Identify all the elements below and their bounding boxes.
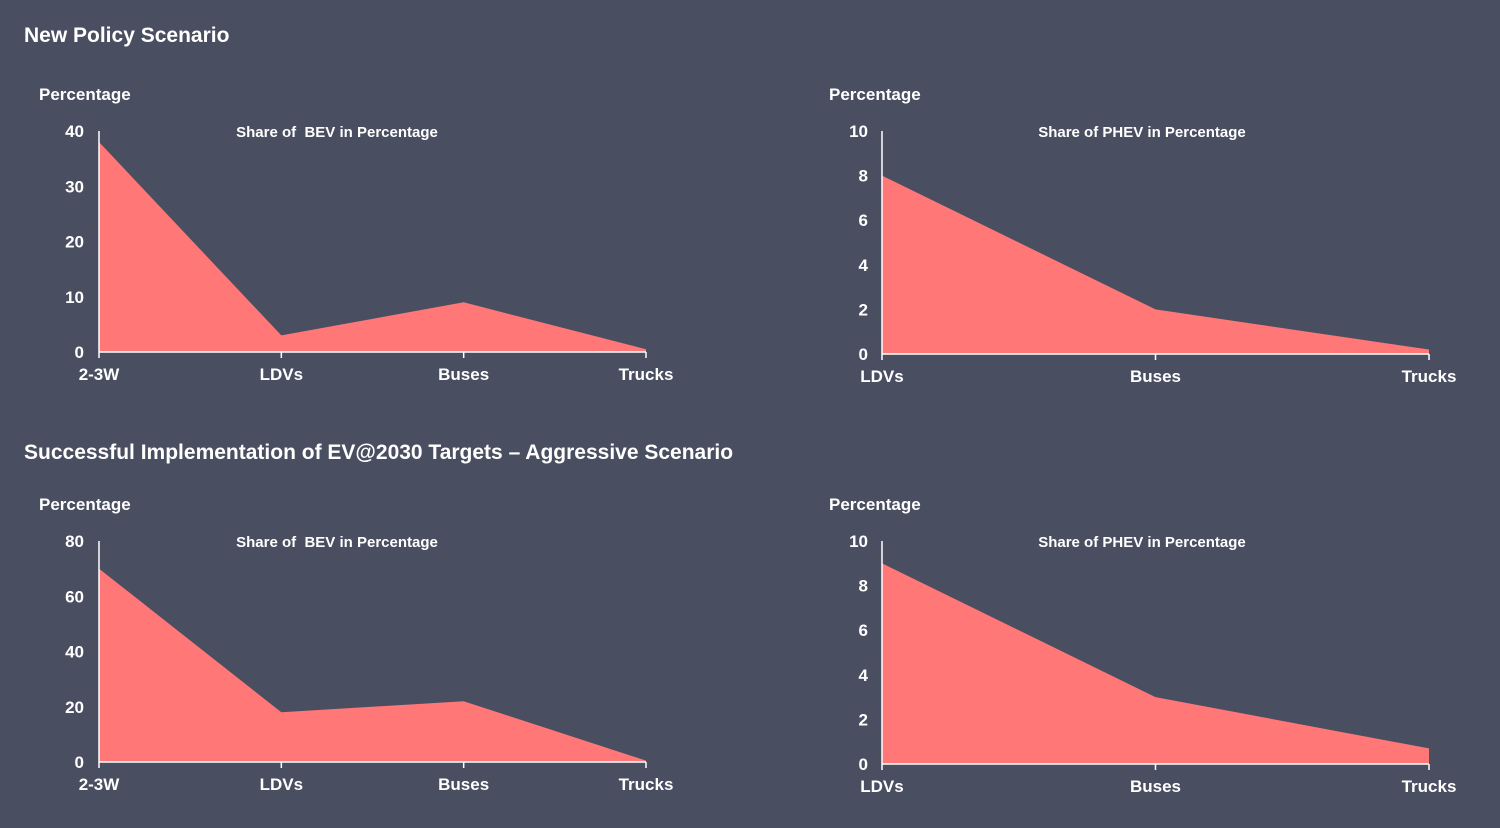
y-tick-label: 0 [75,343,84,362]
chart-title: Share of PHEV in Percentage [1038,124,1246,141]
area-series [882,563,1429,764]
y-tick-label: 10 [849,122,868,141]
section-title-new-policy: New Policy Scenario [24,24,230,47]
y-tick-label: 6 [859,621,868,640]
chart-title: Share of BEV in Percentage [236,124,438,141]
y-tick-label: 10 [849,532,868,551]
y-axis-label: Percentage [39,495,131,514]
y-tick-label: 0 [859,345,868,364]
y-tick-label: 8 [859,167,868,186]
area-series [99,142,646,352]
y-axis-label: Percentage [829,495,921,514]
area-series [99,568,646,762]
area-series [882,175,1429,354]
y-tick-label: 20 [65,698,84,717]
x-tick-label-ldvs: LDVs [860,777,903,796]
chart-title: Share of PHEV in Percentage [1038,534,1246,551]
x-tick-label-2-3w: 2-3W [79,365,121,384]
y-tick-label: 20 [65,233,84,252]
y-tick-label: 4 [859,256,869,275]
x-tick-label-buses: Buses [438,365,489,384]
y-axis-label: Percentage [39,85,131,104]
x-tick-label-trucks: Trucks [619,775,674,794]
x-tick-label-trucks: Trucks [1402,367,1457,386]
y-tick-label: 40 [65,122,84,141]
x-tick-label-ldvs: LDVs [260,365,303,384]
x-tick-label-ldvs: LDVs [860,367,903,386]
y-tick-label: 40 [65,643,84,662]
y-tick-label: 80 [65,532,84,551]
x-tick-label-buses: Buses [1130,367,1181,386]
x-tick-label-buses: Buses [438,775,489,794]
x-tick-label-ldvs: LDVs [260,775,303,794]
y-tick-label: 0 [75,753,84,772]
x-tick-label-2-3w: 2-3W [79,775,121,794]
x-tick-label-trucks: Trucks [619,365,674,384]
x-tick-label-buses: Buses [1130,777,1181,796]
y-tick-label: 6 [859,211,868,230]
y-tick-label: 30 [65,177,84,196]
y-tick-label: 2 [859,300,868,319]
x-tick-label-trucks: Trucks [1402,777,1457,796]
y-tick-label: 60 [65,587,84,606]
y-tick-label: 0 [859,755,868,774]
y-tick-label: 8 [859,577,868,596]
y-tick-label: 10 [65,288,84,307]
y-tick-label: 2 [859,710,868,729]
chart-title: Share of BEV in Percentage [236,534,438,551]
y-tick-label: 4 [859,666,869,685]
section-title-aggressive: Successful Implementation of EV@2030 Tar… [24,441,734,464]
y-axis-label: Percentage [829,85,921,104]
